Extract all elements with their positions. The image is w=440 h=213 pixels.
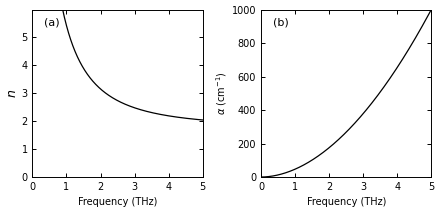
Y-axis label: $\alpha$ (cm$^{-1}$): $\alpha$ (cm$^{-1}$): [214, 72, 229, 115]
Text: (a): (a): [44, 18, 60, 28]
Y-axis label: n: n: [6, 89, 18, 97]
X-axis label: Frequency (THz): Frequency (THz): [307, 197, 386, 207]
X-axis label: Frequency (THz): Frequency (THz): [78, 197, 157, 207]
Text: (b): (b): [273, 18, 289, 28]
